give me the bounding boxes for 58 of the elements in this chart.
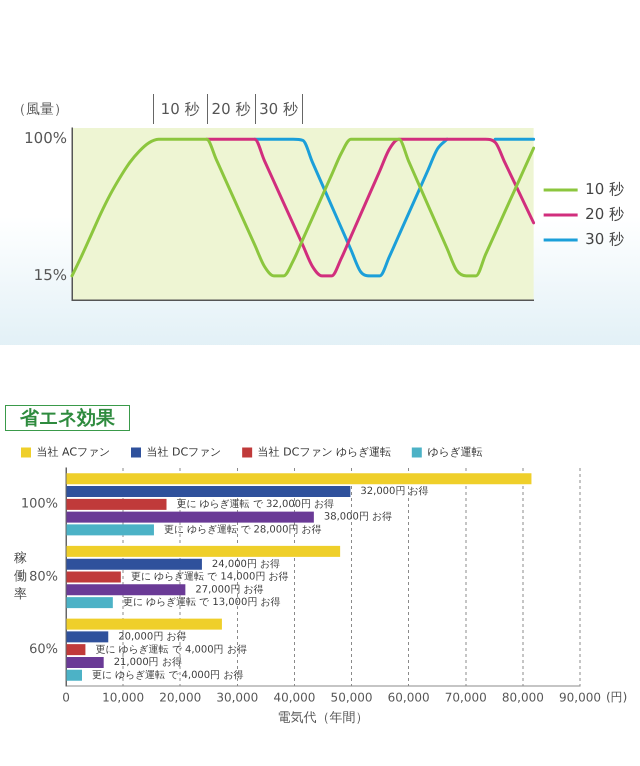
- annotation: 更に ゆらぎ運転 で 14,000円 お得: [130, 570, 289, 583]
- bar: [66, 558, 202, 570]
- bar: [66, 512, 314, 523]
- legend-label: 20 秒: [585, 204, 624, 223]
- chart-title: 省エネ効果: [5, 405, 130, 431]
- annotation: 更に ゆらぎ運転 で 28,000円 お得: [164, 524, 322, 536]
- bar: [66, 473, 532, 484]
- bar: [66, 597, 113, 608]
- x-tick-label: 80,000: [502, 690, 544, 704]
- annotation: 更に ゆらぎ運転 で 4,000円 お得: [92, 668, 244, 681]
- bar: [66, 572, 121, 582]
- line-series: [70, 138, 536, 278]
- annotation: 更に ゆらぎ運転 で 32,000円 お得: [176, 498, 334, 510]
- annotation: 20,000円 お得: [118, 631, 186, 642]
- bar: [66, 644, 86, 656]
- bar: [66, 498, 167, 510]
- y-tick-label: 15%: [34, 266, 67, 284]
- y-axis-title: （風量）: [12, 102, 68, 118]
- annotation: 更に ゆらぎ運転 で 13,000円 お得: [122, 596, 281, 608]
- annotation: 更に ゆらぎ運転 で 4,000円 お得: [95, 643, 247, 656]
- legend-label: 10 秒: [585, 180, 624, 198]
- annotation: 27,000円 お得: [195, 584, 264, 596]
- legend-label: 30 秒: [585, 230, 624, 248]
- y-tick-label: 80%: [29, 569, 58, 584]
- x-tick-label: 90,000: [559, 690, 601, 704]
- x-tick-label: 60,000: [388, 690, 430, 704]
- text: (円): [606, 690, 628, 704]
- annotation: 38,000円 お得: [324, 512, 392, 523]
- legend-label: 当社 ACファン: [36, 445, 110, 458]
- annotation: 32,000円 お得: [360, 486, 429, 498]
- legend-label: 当社 DCファン: [146, 445, 222, 458]
- bar: [66, 584, 186, 596]
- x-axis-title: 電気代（年間）: [278, 710, 368, 726]
- bar: [66, 486, 350, 498]
- x-tick-label: 40,000: [273, 690, 316, 704]
- x-tick-label: 50,000: [330, 690, 373, 704]
- bar: [66, 631, 108, 642]
- bar: [66, 670, 82, 681]
- legend-label: ゆらぎ運転: [427, 445, 482, 458]
- bar: [66, 618, 222, 630]
- bar: [66, 656, 104, 668]
- bar: [66, 546, 340, 557]
- y-tick-label: 100%: [24, 129, 67, 148]
- x-tick-label: 30,000: [216, 690, 258, 704]
- x-tick-label: 10,000: [102, 690, 144, 704]
- text: 10 秒: [160, 100, 200, 118]
- y-axis-title: 稼働率: [14, 550, 28, 604]
- annotation: 21,000円 お得: [114, 657, 182, 668]
- text: 30 秒: [259, 100, 298, 118]
- bar: [66, 524, 154, 536]
- text: 20 秒: [212, 100, 250, 118]
- x-tick-label: 0: [62, 690, 70, 704]
- x-tick-label: 20,000: [159, 690, 202, 704]
- y-tick-label: 100%: [20, 496, 58, 512]
- y-tick-label: 60%: [29, 642, 58, 658]
- annotation: 24,000円 お得: [212, 558, 280, 570]
- legend-label: 当社 DCファン ゆらぎ運転: [258, 445, 391, 458]
- x-tick-label: 70,000: [444, 690, 487, 704]
